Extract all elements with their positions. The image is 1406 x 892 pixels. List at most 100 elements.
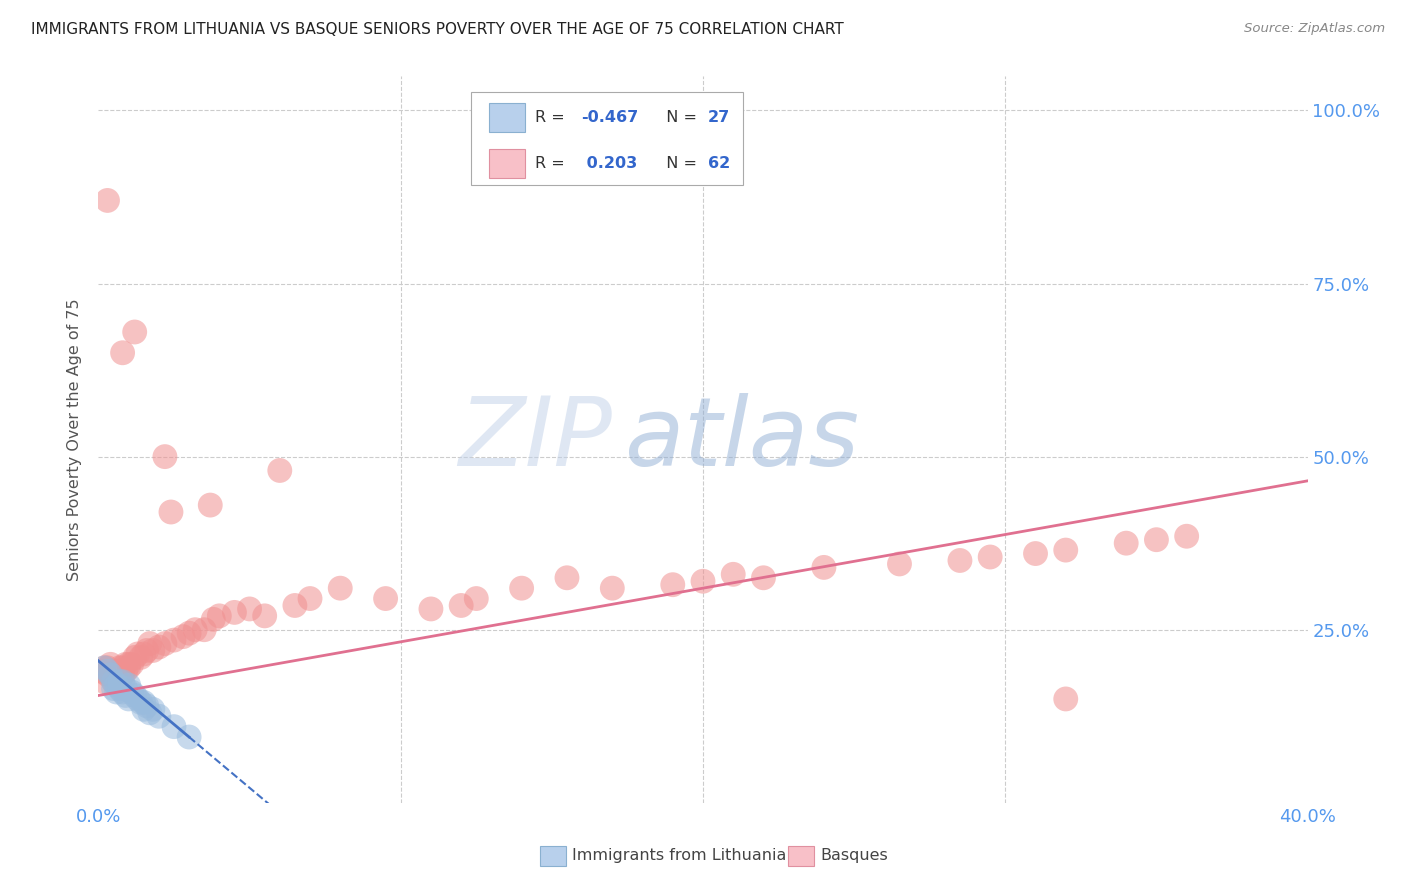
Point (465, 591, 488, 606)
Point (239, 602, 262, 616)
Point (105, 678, 128, 692)
Point (114, 681, 136, 696)
Point (100, 657, 122, 672)
Point (269, 463, 291, 477)
Point (153, 450, 176, 464)
Point (118, 661, 141, 675)
Point (132, 647, 155, 661)
Point (979, 549, 1001, 564)
Point (124, 650, 146, 665)
Point (889, 557, 911, 571)
Point (103, 674, 125, 689)
Point (127, 692, 149, 706)
Point (374, 591, 396, 606)
Point (813, 560, 835, 574)
Point (179, 730, 201, 744)
Point (420, 602, 443, 616)
Point (124, 689, 146, 703)
Point (184, 623, 207, 637)
Text: IMMIGRANTS FROM LITHUANIA VS BASQUE SENIORS POVERTY OVER THE AGE OF 75 CORRELATI: IMMIGRANTS FROM LITHUANIA VS BASQUE SENI… (31, 22, 844, 37)
Point (139, 706, 162, 720)
Text: Immigrants from Lithuania: Immigrants from Lithuania (572, 848, 787, 863)
Point (100, 667, 122, 681)
Text: 62: 62 (707, 155, 730, 170)
Point (450, 599, 472, 613)
Point (108, 674, 131, 689)
Point (111, 345, 134, 359)
Point (100, 667, 122, 681)
Point (114, 665, 136, 679)
Point (692, 574, 714, 589)
Point (179, 626, 201, 640)
Point (139, 636, 162, 650)
Point (96, 665, 118, 679)
Point (93, 674, 115, 689)
Point (1115, 536, 1137, 550)
Point (299, 591, 322, 606)
Point (555, 571, 578, 585)
Point (96, 194, 118, 208)
Point (202, 612, 225, 626)
Point (1054, 543, 1077, 558)
Text: Basques: Basques (820, 848, 889, 863)
FancyBboxPatch shape (471, 92, 742, 185)
Point (200, 498, 222, 512)
Point (602, 581, 624, 595)
Text: 27: 27 (707, 110, 730, 125)
Point (172, 630, 194, 644)
Point (129, 695, 152, 709)
Text: -0.467: -0.467 (581, 110, 638, 125)
Point (105, 671, 128, 685)
Point (108, 667, 131, 681)
Point (163, 633, 186, 648)
Point (105, 685, 128, 699)
Point (108, 661, 131, 675)
Point (135, 643, 157, 657)
Point (153, 636, 176, 650)
Point (111, 667, 134, 681)
FancyBboxPatch shape (540, 846, 567, 866)
Y-axis label: Seniors Poverty Over the Age of 75: Seniors Poverty Over the Age of 75 (67, 298, 83, 581)
Point (108, 681, 131, 696)
FancyBboxPatch shape (489, 103, 526, 132)
Point (193, 623, 215, 637)
Point (103, 681, 125, 696)
Point (135, 698, 157, 713)
Point (124, 325, 146, 339)
Point (103, 667, 125, 681)
Point (93, 661, 115, 675)
Point (114, 657, 136, 672)
Point (96, 661, 118, 675)
Text: N =: N = (655, 110, 702, 125)
Point (1144, 533, 1167, 547)
Point (118, 692, 141, 706)
Point (90, 665, 112, 679)
Point (96, 667, 118, 681)
Point (510, 581, 533, 595)
Point (111, 661, 134, 675)
Point (163, 720, 186, 734)
Point (121, 657, 143, 672)
FancyBboxPatch shape (787, 846, 814, 866)
Point (132, 695, 155, 709)
Point (142, 643, 165, 657)
Point (93, 661, 115, 675)
Point (752, 571, 775, 585)
Point (949, 553, 972, 567)
Text: R =: R = (534, 155, 569, 170)
FancyBboxPatch shape (489, 148, 526, 178)
Point (118, 678, 141, 692)
Point (661, 578, 683, 592)
Point (1054, 692, 1077, 706)
Text: ZIP: ZIP (458, 392, 613, 486)
Text: N =: N = (655, 155, 702, 170)
Point (103, 674, 125, 689)
Point (329, 581, 352, 595)
Text: atlas: atlas (624, 392, 859, 486)
Point (118, 657, 141, 672)
Point (1024, 547, 1046, 561)
Text: 0.203: 0.203 (581, 155, 637, 170)
Point (284, 599, 307, 613)
Point (132, 702, 155, 716)
Point (148, 640, 170, 654)
